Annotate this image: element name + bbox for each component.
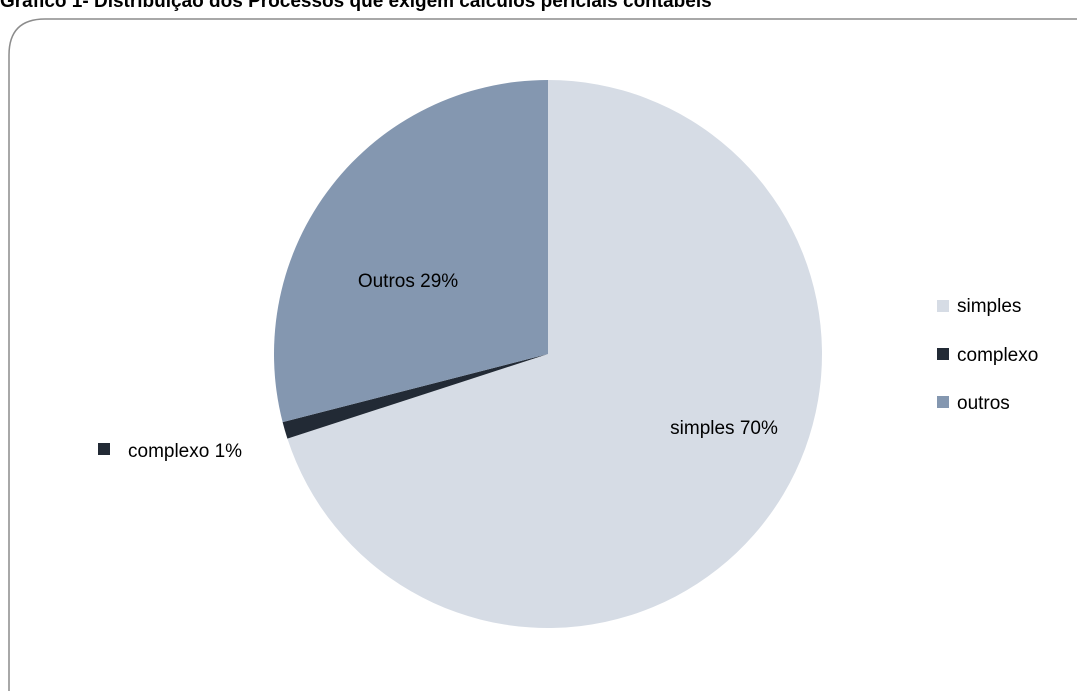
pie-slice-outros — [274, 80, 548, 423]
data-label-complexo: complexo 1% — [128, 441, 242, 462]
chart-frame — [8, 18, 1077, 691]
legend-swatch-simples — [937, 300, 949, 312]
pie-slices — [274, 80, 822, 628]
legend-label-complexo: complexo — [957, 345, 1038, 366]
chart-title: Gráfico 1- Distribuição dos Processos qu… — [0, 0, 712, 12]
pie-slice-simples — [287, 80, 822, 628]
legend-swatch-outros — [937, 396, 949, 408]
legend-label-simples: simples — [957, 296, 1021, 317]
legend-swatch-complexo — [937, 348, 949, 360]
data-label-simples: simples 70% — [670, 418, 778, 439]
data-label-outros: Outros 29% — [358, 271, 458, 292]
pie-slice-complexo — [282, 354, 548, 439]
data-label-complexo-marker — [98, 443, 110, 455]
legend-label-outros: outros — [957, 393, 1010, 414]
legend: simples complexo outros — [937, 296, 1038, 414]
